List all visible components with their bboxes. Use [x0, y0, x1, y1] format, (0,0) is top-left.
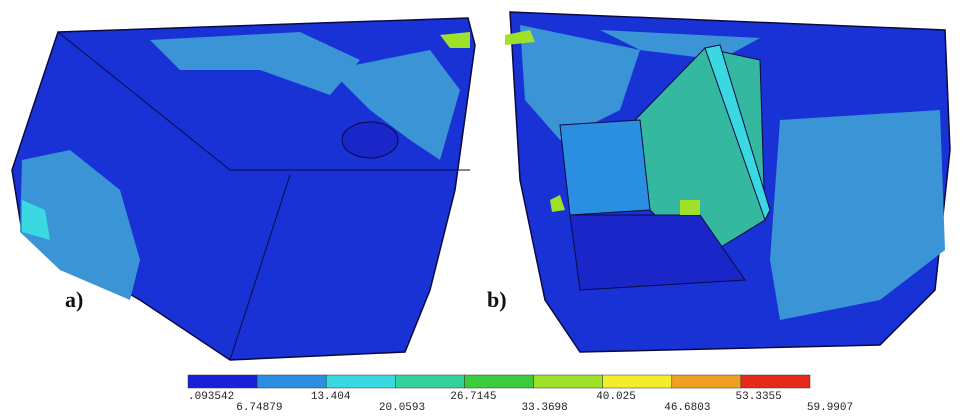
colorbar-label: 6.74879 [236, 402, 282, 414]
colorbar-label: 46.6803 [664, 402, 710, 414]
model-b [505, 11, 951, 353]
color-segment [464, 374, 534, 389]
colorbar-label: 53.3355 [736, 391, 782, 403]
colorbar-label: 59.9907 [807, 402, 853, 414]
colorbar-label: 26.7145 [450, 391, 496, 403]
colorbar-label: 33.3698 [522, 402, 568, 414]
colorbar-label: 20.0593 [379, 402, 425, 414]
colorbar-label: 40.025 [596, 391, 636, 403]
color-segment [187, 374, 258, 389]
color-segment [256, 374, 327, 389]
color-segment [533, 374, 603, 389]
color-segment [671, 374, 742, 389]
color-segment [740, 374, 811, 389]
colorbar-label: .093542 [188, 391, 234, 403]
color-segment [602, 374, 673, 389]
color-segment [325, 374, 396, 389]
colorbar-label: 13.404 [311, 391, 351, 403]
color-segment [395, 374, 465, 389]
model-a [11, 17, 476, 361]
panel-label: b) [487, 287, 507, 312]
panel-label: a) [65, 287, 83, 312]
